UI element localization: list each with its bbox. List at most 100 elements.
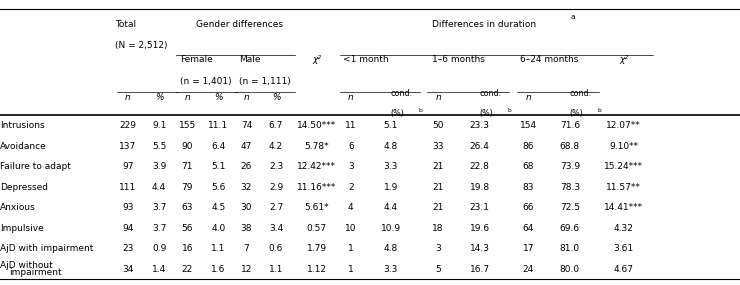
Text: 9.1: 9.1	[152, 121, 166, 130]
Text: 4.8: 4.8	[383, 244, 398, 253]
Text: χ²: χ²	[619, 55, 628, 64]
Text: 22.8: 22.8	[470, 162, 489, 171]
Text: Male: Male	[239, 55, 260, 64]
Text: 12: 12	[240, 264, 252, 274]
Text: 4.8: 4.8	[383, 142, 398, 151]
Text: 3.61: 3.61	[613, 244, 634, 253]
Text: n: n	[125, 93, 131, 102]
Text: 5: 5	[435, 264, 441, 274]
Text: 1.1: 1.1	[269, 264, 283, 274]
Text: Female: Female	[180, 55, 212, 64]
Text: 56: 56	[181, 224, 193, 233]
Text: 50: 50	[432, 121, 444, 130]
Text: 17: 17	[522, 244, 534, 253]
Text: 3.9: 3.9	[152, 162, 166, 171]
Text: 1.6: 1.6	[211, 264, 226, 274]
Text: 6–24 months: 6–24 months	[520, 55, 578, 64]
Text: 4: 4	[348, 203, 354, 212]
Text: 90: 90	[181, 142, 193, 151]
Text: 71.6: 71.6	[559, 121, 580, 130]
Text: 11.16***: 11.16***	[297, 183, 337, 192]
Text: cond.: cond.	[480, 89, 502, 98]
Text: 23.1: 23.1	[469, 203, 490, 212]
Text: 16.7: 16.7	[469, 264, 490, 274]
Text: Depressed: Depressed	[0, 183, 48, 192]
Text: 6.4: 6.4	[211, 142, 226, 151]
Text: 5.5: 5.5	[152, 142, 166, 151]
Text: 2.9: 2.9	[269, 183, 283, 192]
Text: 24: 24	[522, 264, 534, 274]
Text: 155: 155	[178, 121, 196, 130]
Text: n: n	[348, 93, 354, 102]
Text: 5.6: 5.6	[211, 183, 226, 192]
Text: 1.1: 1.1	[211, 244, 226, 253]
Text: 3: 3	[435, 244, 441, 253]
Text: 23: 23	[122, 244, 134, 253]
Text: impairment: impairment	[9, 268, 61, 277]
Text: Avoidance: Avoidance	[0, 142, 47, 151]
Text: 33: 33	[432, 142, 444, 151]
Text: b: b	[598, 108, 602, 113]
Text: 66: 66	[522, 203, 534, 212]
Text: 111: 111	[119, 183, 137, 192]
Text: Impulsive: Impulsive	[0, 224, 44, 233]
Text: 6: 6	[348, 142, 354, 151]
Text: 1: 1	[348, 264, 354, 274]
Text: 64: 64	[522, 224, 534, 233]
Text: 7: 7	[243, 244, 249, 253]
Text: 68.8: 68.8	[559, 142, 580, 151]
Text: (n = 1,401): (n = 1,401)	[180, 77, 232, 86]
Text: 11.1: 11.1	[208, 121, 229, 130]
Text: 1.12: 1.12	[306, 264, 327, 274]
Text: cond.: cond.	[391, 89, 413, 98]
Text: 4.4: 4.4	[152, 183, 166, 192]
Text: 86: 86	[522, 142, 534, 151]
Text: 3.7: 3.7	[152, 224, 166, 233]
Text: n: n	[243, 93, 249, 102]
Text: 3.3: 3.3	[383, 264, 398, 274]
Text: 3: 3	[348, 162, 354, 171]
Text: 94: 94	[122, 224, 134, 233]
Text: 0.6: 0.6	[269, 244, 283, 253]
Text: 79: 79	[181, 183, 193, 192]
Text: 6.7: 6.7	[269, 121, 283, 130]
Text: 81.0: 81.0	[559, 244, 580, 253]
Text: 4.4: 4.4	[383, 203, 398, 212]
Text: χ²: χ²	[312, 55, 321, 64]
Text: (%): (%)	[391, 109, 405, 118]
Text: 97: 97	[122, 162, 134, 171]
Text: 9.10**: 9.10**	[609, 142, 639, 151]
Text: 14.50***: 14.50***	[297, 121, 337, 130]
Text: 4.2: 4.2	[269, 142, 283, 151]
Text: n: n	[525, 93, 531, 102]
Text: 1–6 months: 1–6 months	[432, 55, 485, 64]
Text: 72.5: 72.5	[559, 203, 580, 212]
Text: 3.7: 3.7	[152, 203, 166, 212]
Text: 63: 63	[181, 203, 193, 212]
Text: 4.32: 4.32	[614, 224, 633, 233]
Text: 12.42***: 12.42***	[297, 162, 336, 171]
Text: 4.5: 4.5	[211, 203, 226, 212]
Text: 73.9: 73.9	[559, 162, 580, 171]
Text: 4.67: 4.67	[613, 264, 634, 274]
Text: 12.07**: 12.07**	[607, 121, 641, 130]
Text: Total: Total	[115, 20, 136, 29]
Text: Failure to adapt: Failure to adapt	[0, 162, 71, 171]
Text: 83: 83	[522, 183, 534, 192]
Text: 1.9: 1.9	[383, 183, 398, 192]
Text: (%): (%)	[570, 109, 584, 118]
Text: 2.7: 2.7	[269, 203, 283, 212]
Text: 93: 93	[122, 203, 134, 212]
Text: 32: 32	[240, 183, 252, 192]
Text: 21: 21	[432, 203, 444, 212]
Text: 78.3: 78.3	[559, 183, 580, 192]
Text: Anxious: Anxious	[0, 203, 36, 212]
Text: 11: 11	[345, 121, 357, 130]
Text: 10.9: 10.9	[380, 224, 401, 233]
Text: 154: 154	[519, 121, 537, 130]
Text: 19.8: 19.8	[469, 183, 490, 192]
Text: 30: 30	[240, 203, 252, 212]
Text: 10: 10	[345, 224, 357, 233]
Text: 14.41***: 14.41***	[605, 203, 643, 212]
Text: 18: 18	[432, 224, 444, 233]
